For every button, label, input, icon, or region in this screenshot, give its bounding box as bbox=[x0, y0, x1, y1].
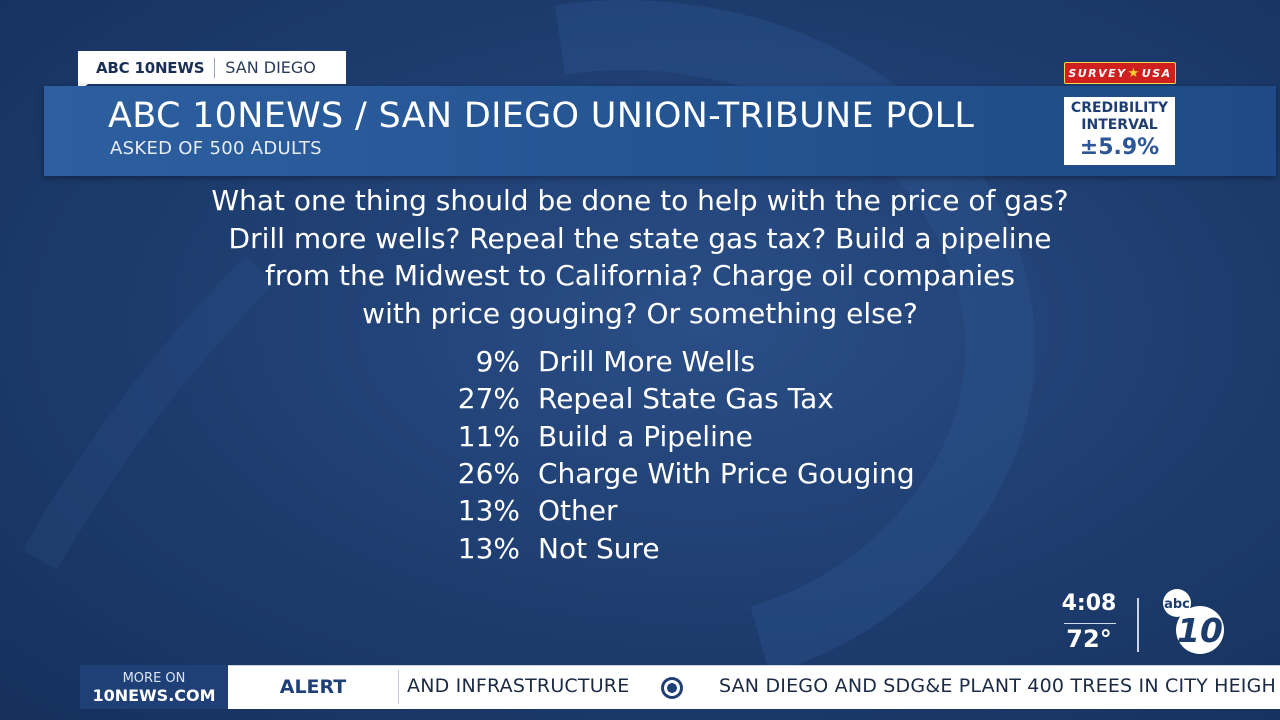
poll-title: ABC 10NEWS / SAN DIEGO UNION-TRIBUNE POL… bbox=[108, 96, 975, 136]
poll-results: 9% Drill More Wells 27% Repeal State Gas… bbox=[420, 343, 1040, 567]
surveyusa-logo-left: SURVEY bbox=[1068, 66, 1127, 80]
clock-divider bbox=[1064, 623, 1116, 624]
surveyusa-logo-right: USA bbox=[1141, 66, 1172, 80]
result-percent: 9% bbox=[475, 345, 520, 379]
question-line: with price gouging? Or something else? bbox=[362, 296, 918, 330]
more-on-site: 10NEWS.COM bbox=[92, 686, 216, 705]
result-percent: 26% bbox=[457, 457, 520, 491]
poll-question: What one thing should be done to help wi… bbox=[100, 182, 1180, 332]
more-on-label: MORE ON bbox=[122, 671, 186, 686]
credibility-line1: CREDIBILITY bbox=[1070, 100, 1169, 116]
result-percent: 27% bbox=[457, 382, 520, 416]
abc10-station-logo-icon: abc 10 bbox=[1163, 589, 1224, 654]
status-divider bbox=[1137, 598, 1139, 652]
ticker-divider bbox=[398, 670, 399, 704]
bug-divider bbox=[214, 57, 216, 78]
result-percent: 13% bbox=[457, 531, 520, 565]
more-on-box: MORE ON 10NEWS.COM bbox=[80, 665, 228, 709]
result-label: Repeal State Gas Tax bbox=[538, 382, 834, 416]
result-label: Not Sure bbox=[538, 531, 660, 565]
result-row: 11% Build a Pipeline bbox=[420, 418, 1040, 455]
abc10-small-logo-icon bbox=[661, 677, 683, 699]
result-percent: 13% bbox=[457, 494, 520, 528]
result-label: Charge With Price Gouging bbox=[538, 457, 915, 491]
ticker-alert-label: ALERT bbox=[279, 676, 347, 698]
result-label: Other bbox=[538, 494, 618, 528]
result-label: Drill More Wells bbox=[538, 345, 756, 379]
star-icon: ★ bbox=[1127, 65, 1141, 81]
result-row: 27% Repeal State Gas Tax bbox=[420, 380, 1040, 417]
result-label: Build a Pipeline bbox=[538, 419, 753, 453]
question-line: What one thing should be done to help wi… bbox=[211, 184, 1069, 217]
ticker-crawl-item: SAN DIEGO AND SDG&E PLANT 400 TREES IN C… bbox=[719, 675, 1277, 697]
question-line: Drill more wells? Repeal the state gas t… bbox=[228, 221, 1052, 255]
result-row: 13% Other bbox=[420, 492, 1040, 529]
station-logo-number: 10 bbox=[1177, 611, 1223, 650]
result-row: 26% Charge With Price Gouging bbox=[420, 455, 1040, 492]
temperature: 72° bbox=[1066, 625, 1112, 653]
surveyusa-logo: SURVEY ★ USA bbox=[1064, 62, 1176, 84]
station-logo-abc: abc bbox=[1164, 597, 1190, 612]
question-line: from the Midwest to California? Charge o… bbox=[265, 259, 1015, 292]
credibility-interval-box: CREDIBILITY INTERVAL ±5.9% bbox=[1064, 97, 1175, 165]
credibility-value: ±5.9% bbox=[1079, 135, 1160, 160]
poll-subtitle: ASKED OF 500 ADULTS bbox=[110, 138, 322, 159]
credibility-line2: INTERVAL bbox=[1081, 117, 1158, 133]
bug-brand: ABC 10NEWS bbox=[96, 58, 205, 77]
clock-time: 4:08 bbox=[1061, 591, 1117, 616]
bug-city: SAN DIEGO bbox=[225, 58, 316, 77]
result-row: 13% Not Sure bbox=[420, 529, 1040, 566]
network-bug: ABC 10NEWS SAN DIEGO bbox=[78, 51, 346, 84]
ticker-crawl-item: AND INFRASTRUCTURE bbox=[407, 675, 630, 697]
result-row: 9% Drill More Wells bbox=[420, 343, 1040, 380]
result-percent: 11% bbox=[457, 419, 520, 453]
